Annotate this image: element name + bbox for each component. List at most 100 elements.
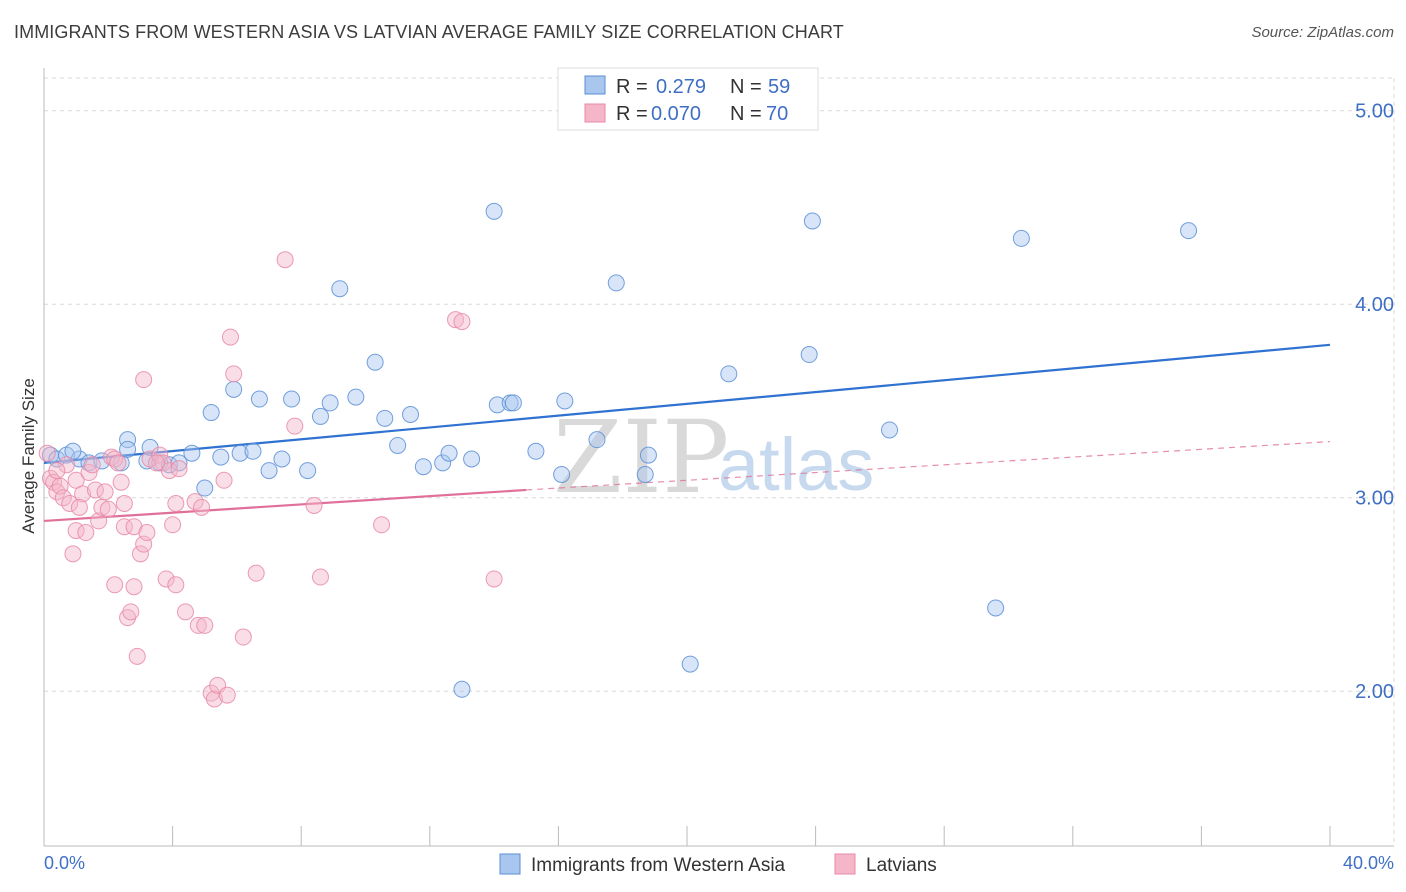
point-blue-23 — [273, 450, 291, 468]
legend-n-label-blue: N = — [730, 76, 762, 98]
point-pink-29 — [125, 578, 143, 596]
point-pink-5 — [54, 489, 72, 507]
points-layer — [38, 202, 1198, 708]
point-pink-63 — [447, 311, 465, 329]
legend-r-label-blue: R = — [616, 76, 648, 98]
point-pink-69 — [148, 454, 166, 472]
point-blue-19 — [231, 444, 249, 462]
point-pink-54 — [221, 328, 239, 346]
point-blue-1 — [48, 450, 66, 468]
point-pink-47 — [193, 498, 211, 516]
point-pink-41 — [164, 516, 182, 534]
y-tick-labels: 2.00 3.00 4.00 5.00 — [1355, 101, 1394, 704]
point-pink-6 — [58, 456, 76, 474]
point-blue-46 — [588, 431, 606, 449]
point-blue-28 — [331, 280, 349, 298]
point-pink-58 — [276, 251, 294, 269]
point-blue-55 — [987, 599, 1005, 617]
point-pink-55 — [225, 365, 243, 383]
legend-r-value-blue: 0.279 — [656, 76, 706, 98]
point-blue-49 — [639, 446, 657, 464]
point-blue-52 — [800, 346, 818, 364]
correlation-legend: R = 0.279 N = 59 R = 0.070 N = 70 — [557, 67, 819, 131]
point-blue-38 — [463, 450, 481, 468]
point-blue-43 — [527, 442, 545, 460]
point-pink-68 — [48, 462, 66, 480]
point-blue-29 — [347, 388, 365, 406]
y-tick-label-0: 2.00 — [1355, 681, 1394, 703]
point-pink-64 — [453, 313, 471, 331]
point-blue-56 — [1012, 229, 1030, 247]
point-pink-20 — [103, 448, 121, 466]
point-blue-21 — [250, 390, 268, 408]
x-tick-labels: 0.0% 40.0% — [44, 853, 1394, 873]
chart-title: IMMIGRANTS FROM WESTERN ASIA VS LATVIAN … — [14, 22, 844, 42]
point-blue-42 — [504, 394, 522, 412]
series-legend-label-pink[interactable]: Latvians — [866, 855, 937, 876]
point-blue-32 — [389, 436, 407, 454]
series-legend: Immigrants from Western Asia Latvians — [499, 853, 937, 876]
point-pink-0 — [38, 444, 56, 462]
series-legend-swatch-blue[interactable] — [499, 853, 521, 875]
point-blue-26 — [311, 407, 329, 425]
point-pink-11 — [74, 485, 92, 503]
point-blue-24 — [283, 390, 301, 408]
point-pink-65 — [485, 570, 503, 588]
point-blue-51 — [720, 365, 738, 383]
point-pink-14 — [83, 456, 101, 474]
watermark: ZIP atlas — [553, 399, 874, 516]
point-pink-57 — [247, 564, 265, 582]
point-pink-18 — [96, 483, 114, 501]
y-axis-label: Average Family Size — [19, 378, 38, 534]
point-pink-35 — [138, 524, 156, 542]
point-pink-61 — [311, 568, 329, 586]
point-pink-28 — [122, 603, 140, 621]
legend-n-value-pink: 70 — [766, 103, 788, 125]
point-blue-31 — [376, 409, 394, 427]
x-tick-label-end: 40.0% — [1343, 853, 1394, 873]
point-pink-24 — [115, 495, 133, 513]
point-pink-60 — [305, 496, 323, 514]
point-pink-7 — [61, 495, 79, 513]
point-blue-7 — [119, 431, 137, 449]
y-tick-label-3: 5.00 — [1355, 101, 1394, 123]
point-pink-44 — [176, 603, 194, 621]
chart-source: Source: ZipAtlas.com — [1251, 24, 1394, 41]
series-legend-swatch-pink[interactable] — [834, 853, 856, 875]
point-blue-53 — [803, 212, 821, 230]
point-pink-25 — [106, 576, 124, 594]
y-tick-label-2: 4.00 — [1355, 294, 1394, 316]
point-pink-34 — [135, 371, 153, 389]
point-blue-14 — [183, 444, 201, 462]
point-blue-34 — [414, 458, 432, 476]
point-blue-48 — [636, 465, 654, 483]
series-legend-label-blue[interactable]: Immigrants from Western Asia — [531, 855, 786, 876]
legend-n-value-blue: 59 — [768, 76, 790, 98]
point-blue-39 — [485, 202, 503, 220]
point-pink-8 — [64, 545, 82, 563]
point-blue-27 — [321, 394, 339, 412]
point-pink-45 — [186, 493, 204, 511]
point-blue-35 — [434, 454, 452, 472]
point-blue-50 — [681, 655, 699, 673]
point-pink-22 — [109, 454, 127, 472]
axes-layer — [43, 68, 1394, 847]
legend-r-label-pink: R = — [616, 103, 648, 125]
point-blue-18 — [225, 380, 243, 398]
trend-lines — [43, 343, 1331, 523]
point-pink-66 — [167, 495, 185, 513]
point-blue-45 — [556, 392, 574, 410]
point-blue-36 — [440, 444, 458, 462]
point-pink-43 — [170, 460, 188, 478]
point-blue-17 — [212, 448, 230, 466]
point-pink-52 — [215, 471, 233, 489]
point-blue-33 — [402, 405, 420, 423]
point-pink-39 — [157, 570, 175, 588]
point-blue-57 — [1180, 222, 1198, 240]
legend-swatch-pink — [584, 103, 606, 123]
trend-line-extension-pink — [526, 440, 1331, 491]
point-pink-42 — [167, 576, 185, 594]
point-blue-44 — [553, 465, 571, 483]
point-pink-32 — [131, 545, 149, 563]
